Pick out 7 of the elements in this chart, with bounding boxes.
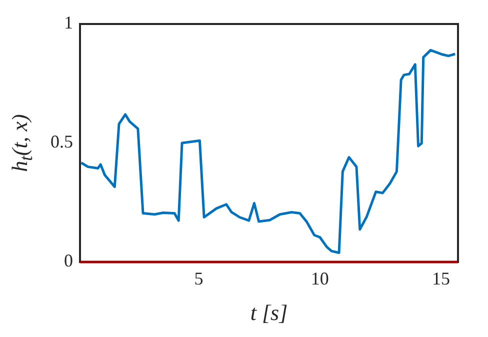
x-tick-label: 15 [432, 268, 450, 289]
y-tick-label: 0 [64, 250, 73, 271]
x-axis-title: t [s] [249, 300, 289, 326]
x-tick-label: 5 [194, 268, 204, 289]
x-tick-label: 10 [310, 268, 329, 289]
y-tick-label: 0.5 [50, 132, 73, 152]
y-tick-label: 1 [64, 12, 73, 33]
